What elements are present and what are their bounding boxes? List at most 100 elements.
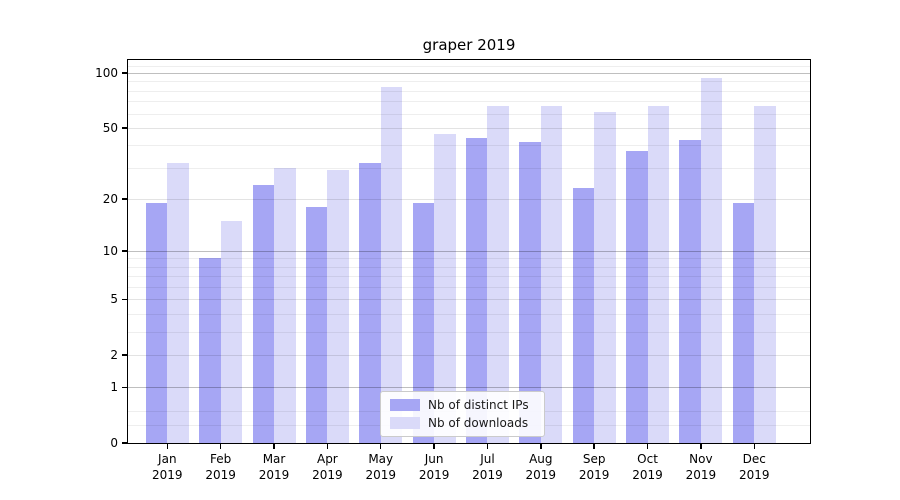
bar-downloads: [647, 106, 670, 443]
y-tick-label: 100: [95, 66, 118, 81]
y-tick-mark: [122, 250, 128, 252]
bar-downloads: [540, 106, 563, 443]
y-tick-mark: [122, 298, 128, 301]
y-tick-mark: [122, 127, 128, 129]
bar-distinct-ips: [679, 139, 701, 443]
bar-distinct-ips: [626, 151, 648, 443]
x-tick-label: Feb 2019: [189, 451, 253, 483]
legend: Nb of distinct IPs Nb of downloads: [380, 391, 545, 437]
bar-distinct-ips: [145, 202, 168, 443]
bar-distinct-ips: [305, 207, 328, 443]
gridline: [128, 354, 810, 356]
legend-swatch-downloads: [390, 417, 420, 429]
x-tick-mark: [753, 444, 755, 449]
x-tick-mark: [646, 444, 649, 449]
x-tick-mark: [219, 444, 222, 449]
x-tick-label-month: Jan: [158, 452, 177, 466]
y-tick-mark: [122, 72, 128, 74]
x-tick-label-month: Jul: [480, 452, 495, 466]
x-tick-label-month: May: [368, 452, 394, 466]
y-tick-label: 2: [110, 347, 118, 362]
x-tick-label-month: Apr: [316, 452, 338, 466]
minor-gridline: [128, 113, 810, 115]
legend-label-distinct-ips: Nb of distinct IPs: [428, 398, 529, 412]
bar-distinct-ips: [519, 141, 541, 443]
y-tick-label: 1: [110, 380, 118, 395]
bar-downloads: [327, 170, 349, 443]
x-tick-label-month: Jun: [424, 452, 444, 466]
y-tick-mark: [122, 354, 128, 356]
bar-distinct-ips: [412, 202, 435, 443]
minor-gridline: [128, 331, 810, 333]
gridline: [128, 199, 810, 200]
x-tick-mark: [380, 444, 382, 449]
x-tick-label-year: 2019: [525, 468, 557, 482]
bar-downloads: [487, 106, 509, 443]
y-tick-label: 10: [102, 243, 118, 258]
y-tick-mark: [122, 386, 128, 389]
legend-entry-downloads: Nb of downloads: [390, 416, 544, 430]
y-tick-mark: [122, 442, 128, 444]
gridline: [128, 299, 810, 301]
bar-distinct-ips: [199, 258, 221, 443]
minor-gridline: [128, 101, 810, 103]
y-tick-label: 50: [102, 120, 118, 135]
chart-title: graper 2019: [422, 36, 516, 54]
x-tick-label: Jan 2019: [135, 451, 199, 483]
x-tick-label-year: 2019: [738, 468, 770, 482]
x-tick-label: Sep 2019: [562, 451, 626, 483]
minor-gridline: [128, 287, 810, 289]
bar-downloads: [167, 162, 189, 443]
x-tick-label-year: 2019: [632, 468, 663, 482]
y-tick-mark: [122, 198, 128, 200]
x-tick-label-month: Nov: [689, 452, 713, 466]
x-tick-mark: [166, 444, 168, 449]
x-tick-mark: [700, 444, 702, 449]
bar-downloads: [700, 78, 723, 443]
gridline: [128, 73, 810, 75]
bar-distinct-ips: [252, 185, 275, 443]
x-tick-label-month: Oct: [637, 452, 658, 466]
x-tick-label-year: 2019: [418, 468, 450, 482]
bar-downloads: [594, 112, 616, 443]
bar-distinct-ips: [359, 162, 381, 443]
x-tick-label-year: 2019: [205, 468, 236, 482]
x-tick-mark: [486, 444, 489, 449]
x-tick-label-month: Sep: [582, 452, 606, 466]
x-tick-label-year: 2019: [685, 468, 717, 482]
x-tick-label-month: Aug: [529, 452, 553, 466]
x-tick-label: Oct 2019: [616, 451, 680, 483]
x-tick-label: Dec 2019: [722, 451, 786, 483]
x-tick-mark: [593, 444, 595, 449]
x-tick-label: May 2019: [349, 451, 413, 483]
x-tick-label: Jul 2019: [455, 451, 519, 483]
bar-downloads: [434, 134, 456, 443]
y-tick-label: 0: [110, 436, 118, 450]
x-tick-label-month: Mar: [262, 452, 286, 466]
y-tick-label: 5: [110, 292, 118, 307]
minor-gridline: [128, 258, 810, 260]
x-tick-label-year: 2019: [472, 468, 503, 482]
x-tick-mark: [273, 444, 275, 449]
x-tick-mark: [326, 444, 329, 449]
legend-entry-distinct-ips: Nb of distinct IPs: [390, 398, 544, 412]
x-tick-mark: [433, 444, 435, 449]
x-tick-label-year: 2019: [258, 468, 290, 482]
bar-downloads: [274, 167, 296, 443]
x-tick-label: Aug 2019: [509, 451, 573, 483]
legend-label-downloads: Nb of downloads: [428, 416, 529, 430]
bar-distinct-ips: [465, 137, 488, 443]
x-tick-label-year: 2019: [312, 468, 343, 482]
bar-downloads: [380, 86, 403, 443]
x-tick-label-month: Dec: [742, 452, 766, 466]
y-tick-label: 20: [102, 192, 118, 206]
minor-gridline: [128, 145, 810, 147]
gridline: [128, 250, 810, 252]
x-tick-label: Jun 2019: [402, 451, 466, 483]
minor-gridline: [128, 90, 810, 92]
x-tick-label: Mar 2019: [242, 451, 306, 483]
minor-gridline: [128, 314, 810, 316]
legend-swatch-distinct-ips: [390, 399, 420, 411]
x-tick-label: Nov 2019: [669, 451, 733, 483]
